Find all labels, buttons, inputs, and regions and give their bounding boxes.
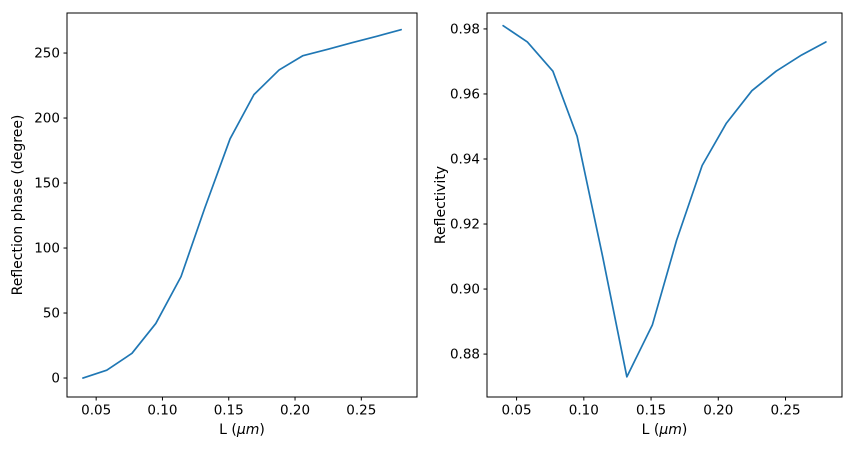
y-tick-label: 0.92 bbox=[450, 217, 480, 233]
y-axis-label: Reflectivity bbox=[433, 166, 449, 244]
y-tick-label: 100 bbox=[34, 241, 60, 257]
x-axis-label: L (μm) bbox=[219, 422, 265, 438]
axes-frame bbox=[66, 12, 418, 398]
x-tick-label: 0.10 bbox=[569, 403, 599, 419]
x-axis-label: L (μm) bbox=[642, 422, 688, 438]
y-tick-label: 0.94 bbox=[450, 151, 480, 167]
y-tick-label: 50 bbox=[43, 306, 60, 322]
axes-frame bbox=[486, 12, 843, 398]
y-tick-label: 250 bbox=[34, 46, 60, 62]
y-tick-label: 0 bbox=[51, 371, 60, 387]
y-tick-label: 200 bbox=[34, 111, 60, 127]
x-tick-label: 0.20 bbox=[703, 403, 733, 419]
x-tick-label: 0.05 bbox=[502, 403, 532, 419]
y-axis-label: Reflection phase (degree) bbox=[10, 115, 26, 296]
data-line bbox=[502, 24, 827, 378]
left-chart-reflection-phase: 0.05 0.10 0.15 0.20 0.25 0 50 100 150 200 250 L (μm… bbox=[10, 12, 418, 438]
y-tick-label: 0.90 bbox=[450, 282, 480, 298]
x-tick-label: 0.20 bbox=[280, 403, 310, 419]
y-tick-label: 0.98 bbox=[450, 21, 480, 37]
axes: 0.05 0.10 0.15 0.20 0.25 0 50 100 150 200 250 L (μm… bbox=[10, 12, 418, 438]
x-tick-label: 0.25 bbox=[770, 403, 800, 419]
x-tick-label: 0.05 bbox=[81, 403, 111, 419]
right-chart-reflectivity: 0.05 0.10 0.15 0.20 0.25 0.88 0.90 0.92 0.94 0.96… bbox=[433, 12, 843, 438]
x-tick-label: 0.15 bbox=[214, 403, 244, 419]
y-tick-label: 0.96 bbox=[450, 86, 480, 102]
x-tick-label: 0.25 bbox=[346, 403, 376, 419]
x-tick-label: 0.10 bbox=[147, 403, 177, 419]
y-tick-label: 0.88 bbox=[450, 347, 480, 363]
y-tick-label: 150 bbox=[34, 176, 60, 192]
x-tick-label: 0.15 bbox=[636, 403, 666, 419]
axes: 0.05 0.10 0.15 0.20 0.25 0.88 0.90 0.92 0.94 0.96… bbox=[433, 12, 843, 438]
data-line bbox=[82, 28, 402, 379]
